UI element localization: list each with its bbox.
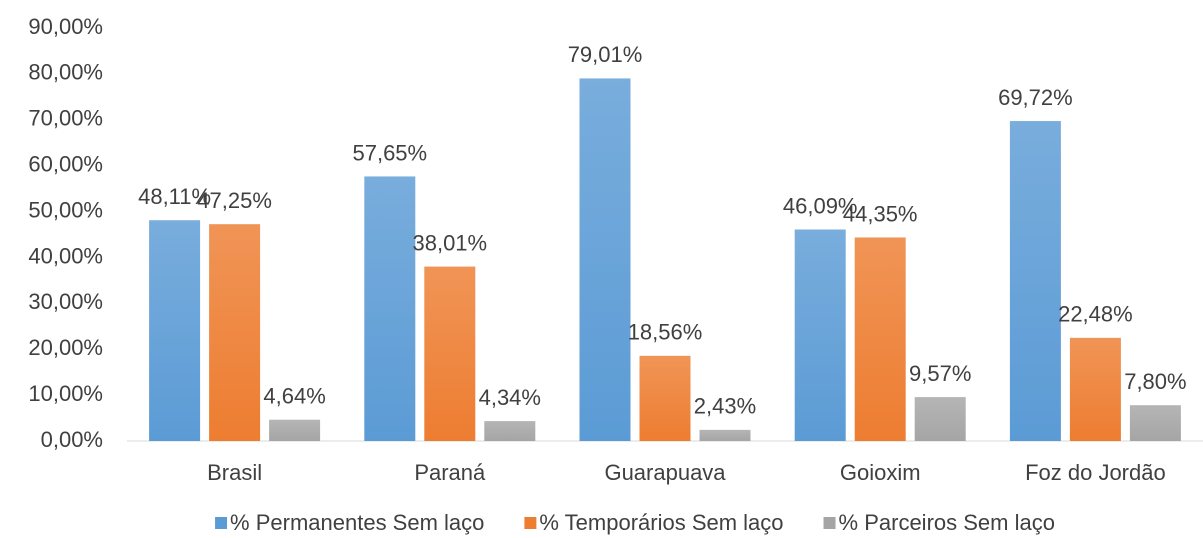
bar [424,266,476,441]
legend-item: % Permanentes Sem laço [215,510,484,535]
data-label: 79,01% [568,42,643,67]
bar [579,78,631,442]
bar [1069,337,1121,441]
legend-swatch [823,517,836,529]
legend-swatch [215,517,228,529]
x-tick-label: Brasil [207,460,262,485]
bar [914,397,966,441]
bar [699,429,751,441]
y-tick-label: 90,00% [28,14,103,39]
y-tick-label: 10,00% [28,381,103,406]
y-tick-label: 30,00% [28,289,103,314]
data-label: 4,34% [479,385,541,410]
x-tick-label: Foz do Jordão [1025,460,1166,485]
bar [209,224,261,441]
data-label: 9,57% [909,361,971,386]
legend-label: % Permanentes Sem laço [230,510,484,535]
data-label: 44,35% [843,201,918,226]
legend-label: % Temporários Sem laço [539,510,783,535]
data-label: 18,56% [628,320,703,345]
bar [484,421,536,441]
bar [854,237,906,441]
bar [1129,405,1181,441]
y-tick-label: 50,00% [28,197,103,222]
x-tick-label: Paraná [414,460,486,485]
data-label: 4,64% [263,384,325,409]
legend-item: % Parceiros Sem laço [823,510,1055,535]
y-tick-label: 40,00% [28,243,103,268]
data-label: 2,43% [694,394,756,419]
legend-swatch [524,517,537,529]
x-tick-label: Guarapuava [604,460,726,485]
bar [639,355,691,441]
data-label: 48,11% [138,184,211,209]
bar [794,229,846,441]
data-label: 7,80% [1124,369,1186,394]
y-tick-label: 70,00% [28,106,103,131]
data-label: 57,65% [352,140,427,165]
data-label: 69,72% [998,85,1073,110]
bar [269,419,321,441]
bar [1009,121,1061,441]
y-tick-label: 20,00% [28,335,103,360]
data-label: 38,01% [412,230,487,255]
legend-label: % Parceiros Sem laço [839,510,1055,535]
bar [149,220,201,441]
x-tick-label: Goioxim [840,460,921,485]
data-label: 46,09% [783,193,858,218]
legend-item: % Temporários Sem laço [524,510,784,535]
data-label: 47,25% [197,188,272,213]
y-tick-label: 60,00% [28,151,103,176]
bar [364,176,416,441]
data-label: 22,48% [1058,302,1133,327]
y-tick-label: 0,00% [41,427,103,452]
y-tick-label: 80,00% [28,60,103,85]
